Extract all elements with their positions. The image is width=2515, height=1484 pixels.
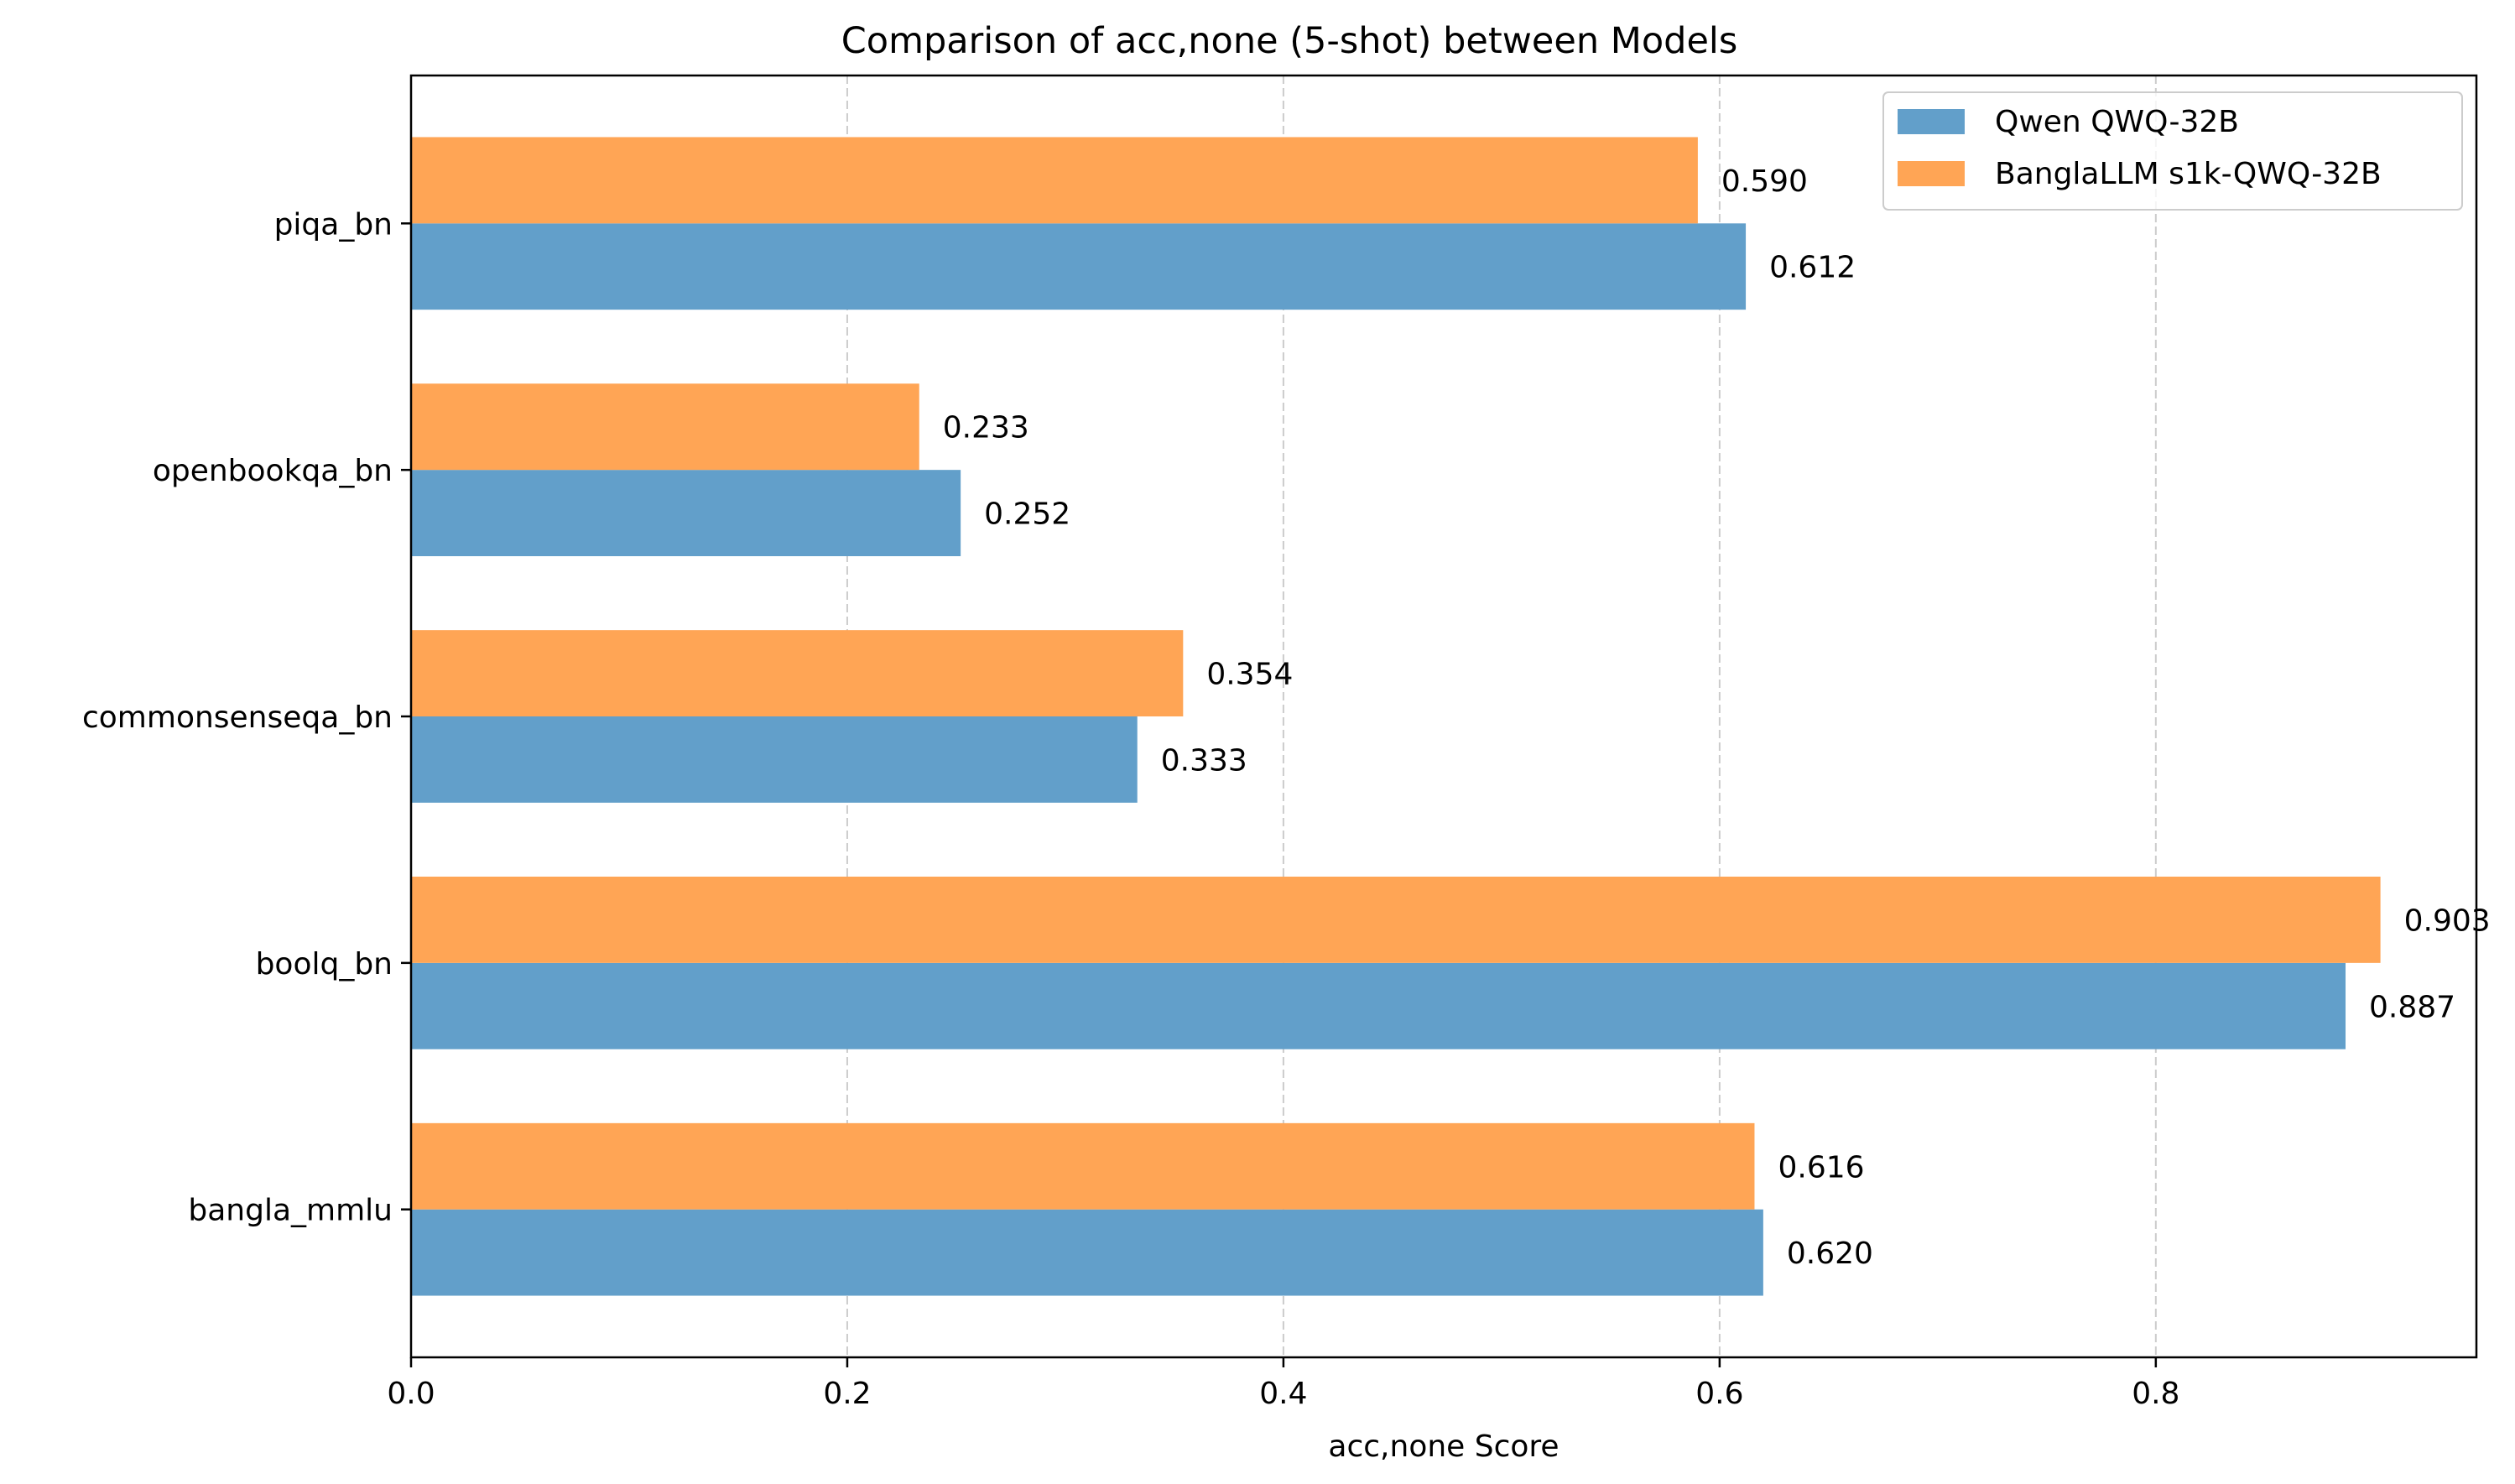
bar [411, 137, 1698, 224]
bars [411, 137, 2381, 1296]
legend-label: BanglaLLM s1k-QWQ-32B [1995, 157, 2382, 191]
bar [411, 630, 1184, 716]
bar-value-label: 0.620 [1787, 1237, 1873, 1271]
legend-swatch [1898, 161, 1965, 186]
axis-ticks: 0.0 0.2 0.4 0.6 0.8 bangla_mmlu boolq_bn common… [82, 207, 2179, 1411]
bar-value-label: 0.612 [1769, 251, 1856, 285]
chart-title: Comparison of acc,none (5-shot) between … [841, 20, 1738, 62]
legend-box [1882, 91, 2463, 211]
bar [411, 1209, 1763, 1296]
bar [411, 223, 1747, 310]
legend-swatch [1898, 109, 1965, 134]
bar [411, 877, 2381, 963]
y-tick-label: bangla_mmlu [188, 1194, 393, 1228]
bar-value-label: 0.252 [984, 497, 1070, 532]
bar-value-label: 0.887 [2369, 990, 2455, 1024]
legend-label: Qwen QWQ-32B [1995, 105, 2239, 139]
bar [411, 716, 1138, 803]
x-tick-label: 0.6 [1695, 1377, 1743, 1411]
x-tick-label: 0.2 [823, 1377, 871, 1411]
bar-value-label: 0.590 [1721, 164, 1808, 199]
y-tick-label: openbookqa_bn [153, 454, 393, 488]
value-labels: 0.6200.8870.3330.2520.6120.6160.9030.354… [943, 164, 2491, 1271]
y-tick-label: piqa_bn [274, 207, 393, 242]
bar-value-label: 0.233 [943, 411, 1029, 445]
x-tick-label: 0.8 [2132, 1377, 2179, 1411]
bar-value-label: 0.616 [1778, 1150, 1864, 1185]
bar [411, 470, 961, 556]
x-axis-label: acc,none Score [1328, 1429, 1559, 1464]
y-tick-label: commonsenseqa_bn [82, 700, 393, 735]
bar [411, 1122, 1755, 1210]
legend: Qwen QWQ-32B BanglaLLM s1k-QWQ-32B [1882, 91, 2463, 211]
y-tick-label: boolq_bn [256, 947, 393, 982]
x-tick-label: 0.4 [1259, 1377, 1307, 1411]
bar [411, 962, 2346, 1049]
bar-value-label: 0.333 [1161, 743, 1247, 778]
x-tick-label: 0.0 [387, 1377, 435, 1411]
bar [411, 383, 919, 471]
bar-value-label: 0.354 [1206, 658, 1293, 692]
